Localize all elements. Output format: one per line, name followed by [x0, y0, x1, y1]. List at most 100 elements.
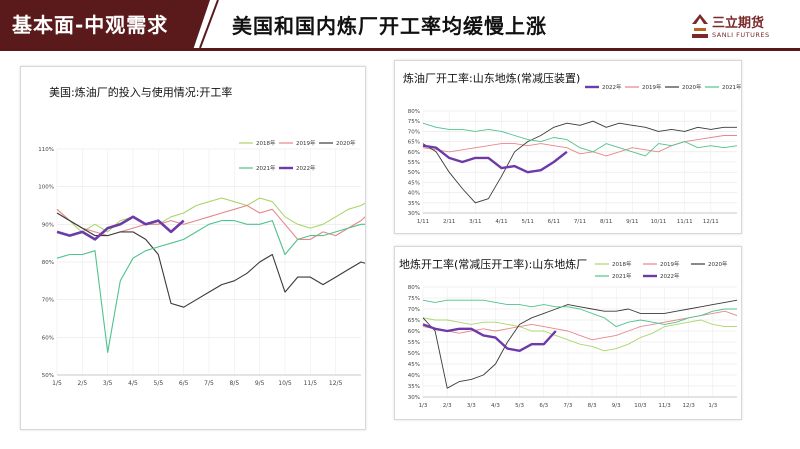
legend-label: 2022年	[602, 83, 622, 91]
y-tick-label: 70%	[408, 307, 420, 313]
x-tick-label: 12/5	[329, 380, 343, 387]
series-line-2021	[422, 122, 738, 157]
x-tick-label: 11/3	[658, 403, 671, 409]
y-tick-label: 50%	[408, 170, 420, 176]
chart-panel-us: 美国:炼油厂的投入与使用情况:开工率 50% 60% 70% 80% 90% 100% 11…	[20, 66, 366, 430]
chart-sdref: 30% 35% 40% 45% 50% 55% 60% 65% 70% 75% 80% 1/11 2/1…	[408, 83, 741, 225]
x-tick-label: 6/11	[548, 219, 560, 225]
legend-label: 2019年	[660, 260, 680, 268]
x-tick-label: 12/11	[703, 219, 719, 225]
y-tick-label: 55%	[408, 340, 420, 346]
y-tick-label: 60%	[408, 329, 420, 335]
legend-label: 2020年	[336, 139, 356, 147]
legend-label: 2022年	[296, 164, 316, 172]
y-tick-label: 35%	[408, 201, 420, 207]
x-tick-label: 2/3	[443, 403, 452, 409]
header-diagonal	[193, 0, 219, 50]
legend-label: 2021年	[612, 272, 632, 280]
legend-label: 2018年	[256, 139, 276, 147]
header-bar: 基本面-中观需求 美国和国内炼厂开工率均缓慢上涨 三立期货 SANLI FUTU…	[0, 0, 800, 51]
legend-label: 2019年	[642, 83, 662, 91]
y-tick-label: 30%	[408, 211, 420, 217]
x-tick-label: 11/11	[677, 219, 693, 225]
y-tick-label: 55%	[408, 160, 420, 166]
header-underline	[0, 48, 800, 51]
x-tick-label: 9/5	[255, 380, 265, 387]
x-tick-label: 2/11	[443, 219, 455, 225]
company-logo: 三立期货 SANLI FUTURES	[690, 10, 790, 46]
y-tick-label: 65%	[408, 140, 420, 146]
series-line-2020	[422, 299, 738, 389]
chart-title-sdcdu: 地炼开工率(常减压开工率):山东地炼厂	[399, 258, 588, 271]
x-tick-label: 8/5	[230, 380, 240, 387]
x-tick-label: 6/5	[179, 380, 189, 387]
chart-panel-sdcdu: 地炼开工率(常减压开工率):山东地炼厂 30% 35% 40% 45% 50% 55% 60…	[394, 246, 742, 420]
x-tick-label: 7/11	[574, 219, 586, 225]
y-tick-label: 100%	[38, 185, 54, 191]
y-tick-label: 110%	[38, 147, 54, 153]
x-tick-label: 12/3	[683, 403, 696, 409]
x-tick-label: 10/11	[651, 219, 667, 225]
x-tick-label: 5/11	[521, 219, 533, 225]
y-tick-label: 35%	[408, 384, 420, 390]
x-tick-label: 7/5	[204, 380, 214, 387]
x-tick-label: 10/3	[634, 403, 647, 409]
series-line-2021	[422, 299, 737, 328]
chart-title-sdref: 炼油厂开工率:山东地炼(常减压装置)	[403, 72, 581, 85]
y-tick-label: 65%	[408, 318, 420, 324]
series-line-2020	[422, 120, 737, 204]
x-tick-label: 11/5	[304, 380, 318, 387]
y-tick-label: 60%	[408, 150, 420, 156]
y-tick-label: 90%	[42, 222, 54, 228]
x-tick-label: 1/11	[417, 219, 429, 225]
x-tick-label: 8/3	[588, 403, 597, 409]
series-line-2021	[56, 220, 365, 353]
legend-label: 2020年	[682, 83, 702, 91]
x-tick-label: 6/3	[539, 403, 548, 409]
y-tick-label: 70%	[408, 129, 420, 135]
chart-title-us: 美国:炼油厂的投入与使用情况:开工率	[49, 86, 233, 99]
x-tick-label: 3/3	[467, 403, 476, 409]
x-tick-label: 9/11	[626, 219, 638, 225]
y-tick-label: 70%	[42, 298, 54, 304]
x-tick-label: 4/11	[495, 219, 507, 225]
chart-panel-sdref: 炼油厂开工率:山东地炼(常减压装置) 30% 35% 40% 45% 50% 55% 60%…	[394, 60, 742, 234]
x-tick-label: 1/5	[52, 380, 62, 387]
logo-subtext: SANLI FUTURES	[712, 31, 770, 39]
x-tick-label: 8/11	[600, 219, 612, 225]
legend-label: 2018年	[612, 260, 632, 268]
series-line-2022	[422, 144, 568, 174]
legend-label: 2022年	[660, 272, 680, 280]
x-tick-label: 5/5	[154, 380, 164, 387]
legend-label: 2020年	[708, 260, 728, 268]
y-tick-label: 80%	[408, 109, 420, 115]
y-tick-label: 45%	[408, 362, 420, 368]
y-tick-label: 80%	[42, 260, 54, 266]
x-tick-label: 4/5	[128, 380, 138, 387]
series-line-2020	[56, 212, 365, 308]
y-tick-label: 30%	[408, 395, 420, 401]
x-tick-label: 10/5	[278, 380, 292, 387]
series-line-2019	[56, 204, 365, 240]
x-tick-label: 5/3	[515, 403, 524, 409]
series-line-2022	[422, 323, 557, 353]
series-line-2019	[422, 310, 738, 341]
y-tick-label: 40%	[408, 191, 420, 197]
y-tick-label: 75%	[408, 119, 420, 125]
x-tick-label: 1/3	[708, 403, 717, 409]
x-tick-label: 4/3	[491, 403, 500, 409]
series-line-2022	[56, 215, 185, 241]
y-tick-label: 45%	[408, 180, 420, 186]
y-tick-label: 50%	[42, 373, 54, 379]
series-line-2018	[422, 317, 737, 352]
y-tick-label: 40%	[408, 373, 420, 379]
x-tick-label: 3/11	[469, 219, 481, 225]
legend-label: 2021年	[722, 83, 741, 91]
legend-label: 2019年	[296, 139, 316, 147]
x-tick-label: 1/3	[419, 403, 428, 409]
x-tick-label: 9/3	[612, 403, 621, 409]
y-tick-label: 75%	[408, 296, 420, 302]
y-tick-label: 60%	[42, 335, 54, 341]
logo-text: 三立期货	[712, 16, 765, 31]
section-label: 基本面-中观需求	[0, 0, 193, 50]
